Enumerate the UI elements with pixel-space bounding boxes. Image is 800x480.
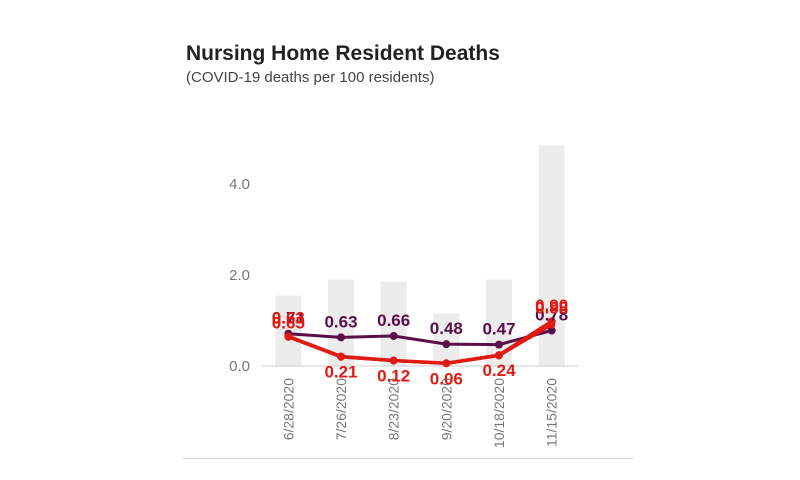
data-label: 0.78 [535, 306, 568, 325]
bar [433, 313, 460, 366]
bottom-divider [182, 458, 634, 459]
data-label: 0.47 [482, 320, 515, 339]
x-tick-label: 8/23/2020 [386, 378, 402, 440]
bar [380, 281, 407, 366]
y-tick-label: 4.0 [229, 176, 250, 193]
y-tick-label: 2.0 [229, 267, 250, 284]
series-point [442, 340, 451, 349]
data-label: 0.06 [430, 369, 463, 388]
bars-layer [275, 145, 565, 366]
data-label: 0.98 [535, 298, 568, 317]
data-label: 0.71 [272, 309, 305, 328]
series-line [286, 329, 554, 347]
data-labels-layer: 0.71 0.63 0.66 0.48 0.470.780.650.21 0.12 0.06… [272, 296, 568, 388]
chart-title: Nursing Home Resident Deaths [186, 42, 500, 65]
series-point [337, 333, 345, 342]
y-tick-label: 0.0 [229, 358, 250, 375]
data-label: 0.21 [324, 362, 357, 381]
axis-layer: 0.0 2.0 4.0 6/28/2020 7/26/2020 8/23/2020 9/20… [229, 176, 578, 448]
lines-layer [284, 317, 556, 368]
x-tick-label: 10/18/2020 [491, 378, 507, 448]
data-label: 0.65 [272, 313, 305, 332]
data-label: 0.24 [482, 361, 516, 380]
x-tick-label: 7/26/2020 [333, 378, 349, 440]
series-point [495, 352, 503, 360]
series-point [547, 326, 556, 335]
series-point [442, 360, 450, 368]
series-point [337, 353, 345, 361]
data-label: 0.48 [430, 319, 463, 338]
series-point [390, 357, 398, 365]
series-point [284, 333, 292, 341]
data-label: 0.63 [272, 308, 305, 327]
data-label: 0.66 [377, 311, 410, 330]
series-point [389, 331, 398, 340]
series-point [548, 321, 556, 329]
chart-subtitle: (COVID-19 deaths per 100 residents) [186, 69, 435, 86]
data-label: 0.12 [377, 367, 410, 386]
x-tick-label: 9/20/2020 [438, 378, 454, 440]
x-tick-label: 6/28/2020 [280, 378, 296, 440]
series-line [287, 323, 553, 365]
data-label: 0.63 [324, 312, 357, 331]
series-point [495, 340, 503, 349]
data-label: 0.90 [535, 296, 568, 315]
x-tick-label: 11/15/2020 [544, 378, 560, 447]
